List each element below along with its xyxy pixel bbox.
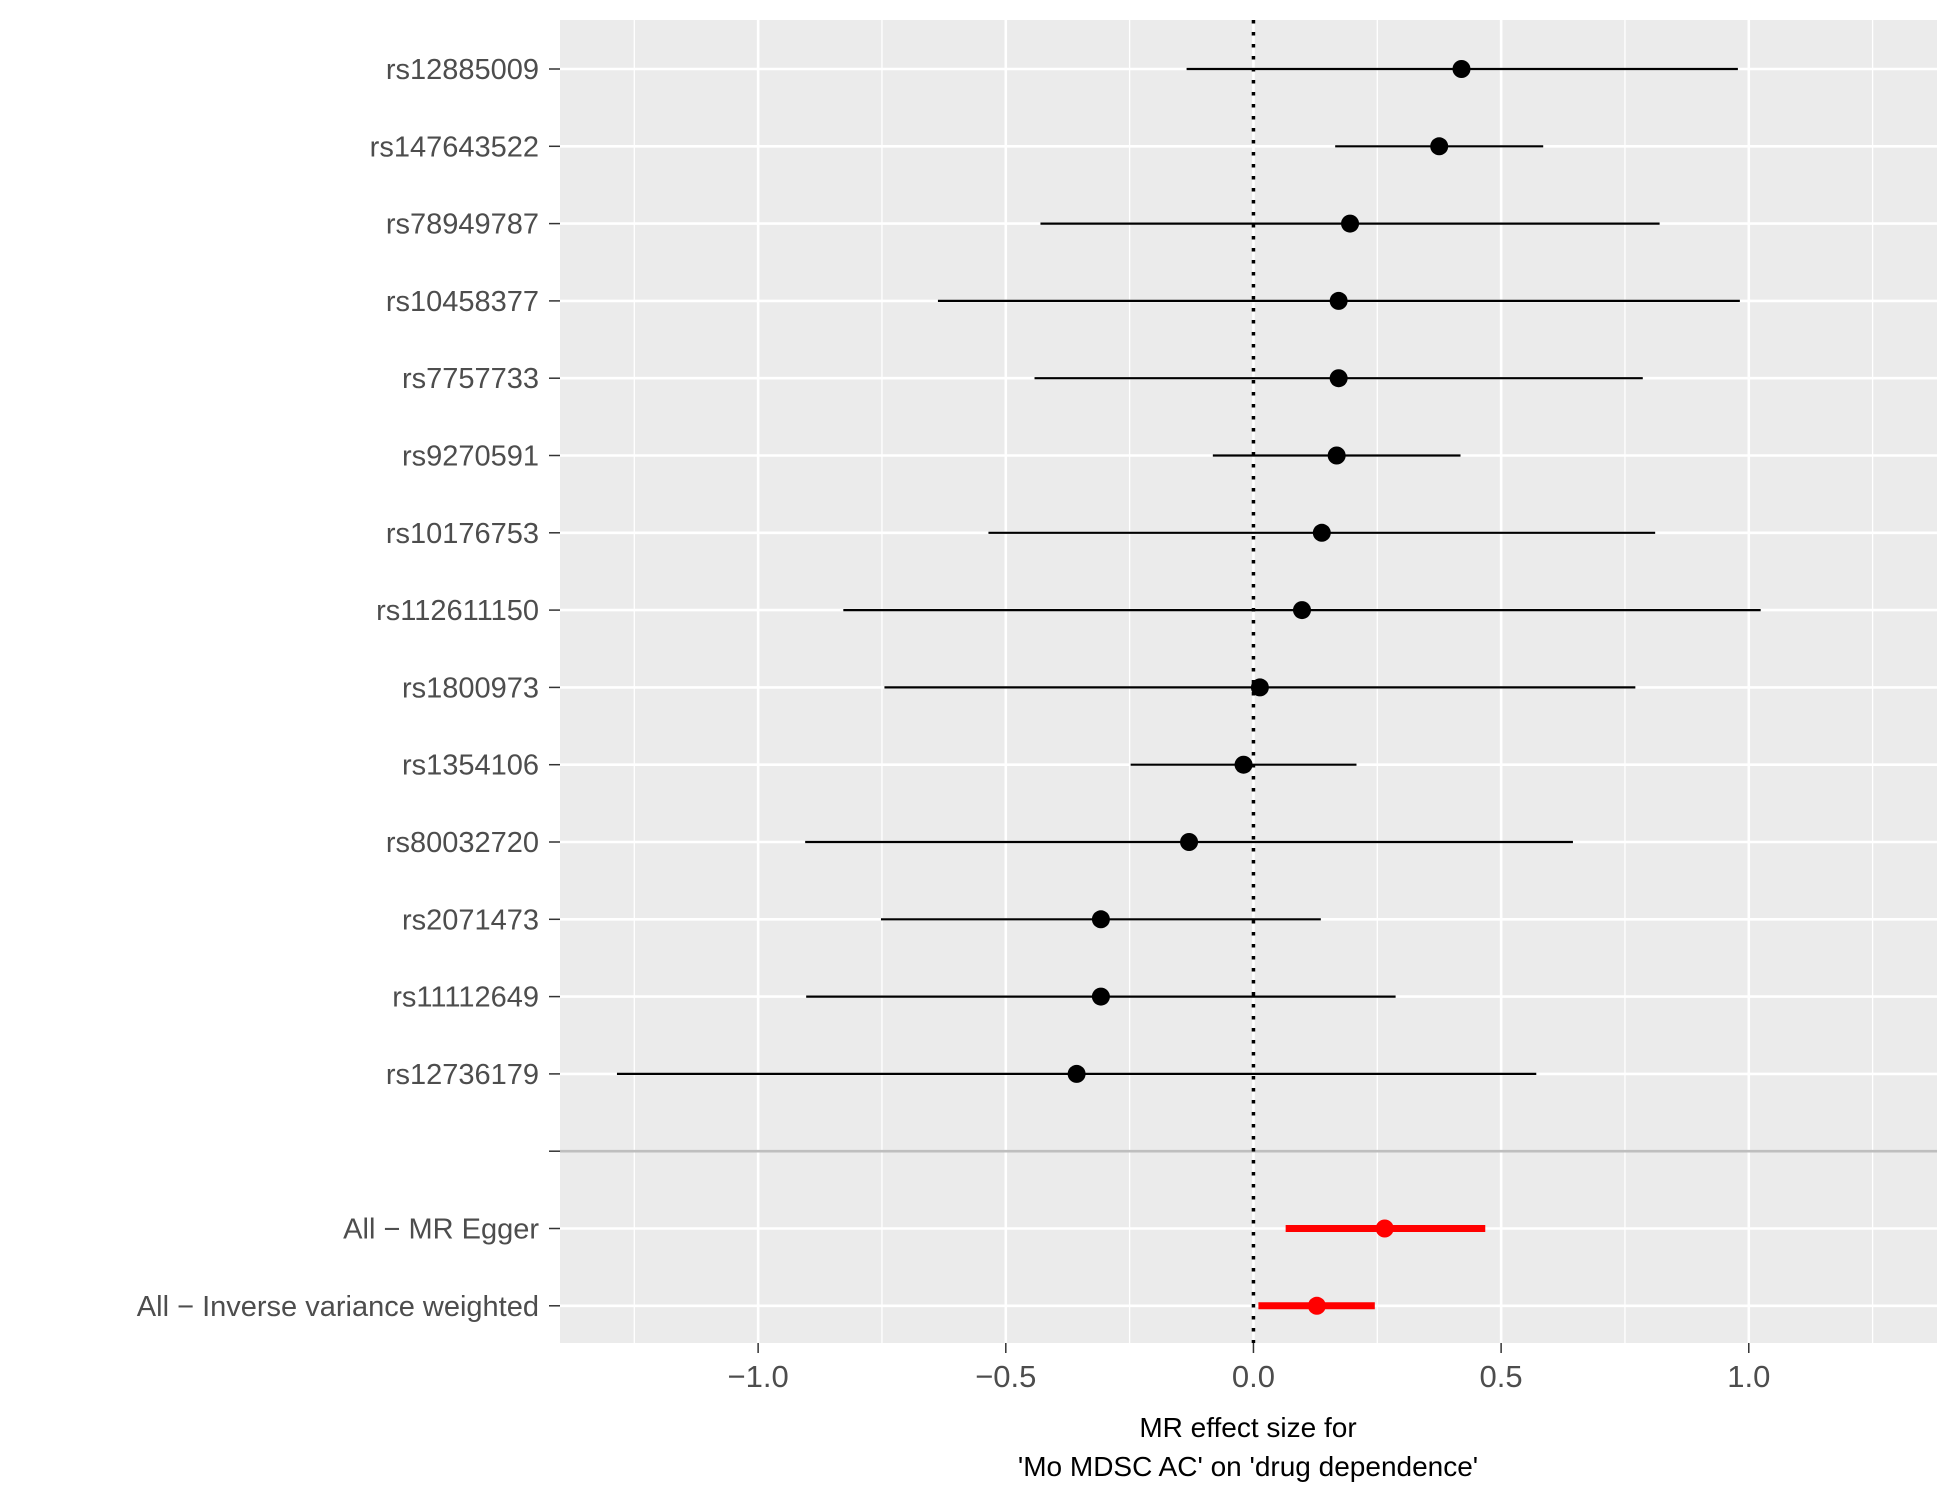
y-tick-label: rs12885009 <box>386 54 539 86</box>
y-tick-label: rs10176753 <box>386 518 539 550</box>
summary-point <box>1307 1296 1326 1315</box>
y-tick-label: All − MR Egger <box>343 1214 539 1246</box>
y-axis-labels: rs12885009 rs147643522 rs78949787 rs1045837… <box>137 54 540 1323</box>
snp-point <box>1234 755 1253 774</box>
y-tick-label: rs11112649 <box>392 982 539 1014</box>
snp-point <box>1091 910 1110 929</box>
snp-point <box>1312 523 1331 542</box>
snp-point <box>1430 137 1449 156</box>
snp-point <box>1180 833 1199 851</box>
y-tick-label: rs80032720 <box>386 827 539 859</box>
y-tick-label: All − Inverse variance weighted <box>137 1291 539 1323</box>
y-tick-label: rs2071473 <box>402 904 539 936</box>
x-tick-label: −1.0 <box>728 1359 789 1394</box>
x-axis-ticks <box>757 1343 1750 1353</box>
summary-point <box>1375 1219 1394 1238</box>
y-axis-ticks <box>549 68 560 1307</box>
y-tick-label: rs12736179 <box>386 1059 539 1091</box>
x-axis-title-line-1: MR effect size for <box>1139 1412 1356 1443</box>
y-tick-label: rs7757733 <box>402 363 539 395</box>
x-axis-tick-labels: −1.0 −0.5 0.0 0.5 1.0 <box>728 1359 1771 1394</box>
y-tick-label: rs9270591 <box>402 441 539 473</box>
point-estimates <box>1067 60 1471 1315</box>
x-tick-label: 1.0 <box>1727 1359 1770 1394</box>
snp-point <box>1452 60 1471 78</box>
y-tick-label: rs10458377 <box>386 286 539 318</box>
y-tick-label: rs112611150 <box>376 595 539 627</box>
x-tick-label: −0.5 <box>975 1359 1036 1394</box>
x-axis-title-line-2: 'Mo MDSC AC' on 'drug dependence' <box>1018 1451 1478 1482</box>
y-tick-label: rs1800973 <box>402 672 539 704</box>
x-tick-label: 0.5 <box>1480 1359 1523 1394</box>
snp-point <box>1329 369 1348 388</box>
minor-gridlines <box>633 20 1874 1343</box>
snp-point <box>1329 291 1348 310</box>
snp-point <box>1292 601 1311 620</box>
snp-point <box>1067 1064 1086 1083</box>
y-tick-label: rs147643522 <box>370 131 539 163</box>
snp-point <box>1250 678 1269 697</box>
snp-point <box>1327 446 1346 465</box>
plot-panel <box>560 20 1937 1343</box>
y-tick-label: rs1354106 <box>402 750 539 782</box>
x-tick-label: 0.0 <box>1232 1359 1275 1394</box>
snp-point <box>1341 214 1360 233</box>
y-tick-label: rs78949787 <box>386 209 539 241</box>
snp-point <box>1091 987 1110 1006</box>
